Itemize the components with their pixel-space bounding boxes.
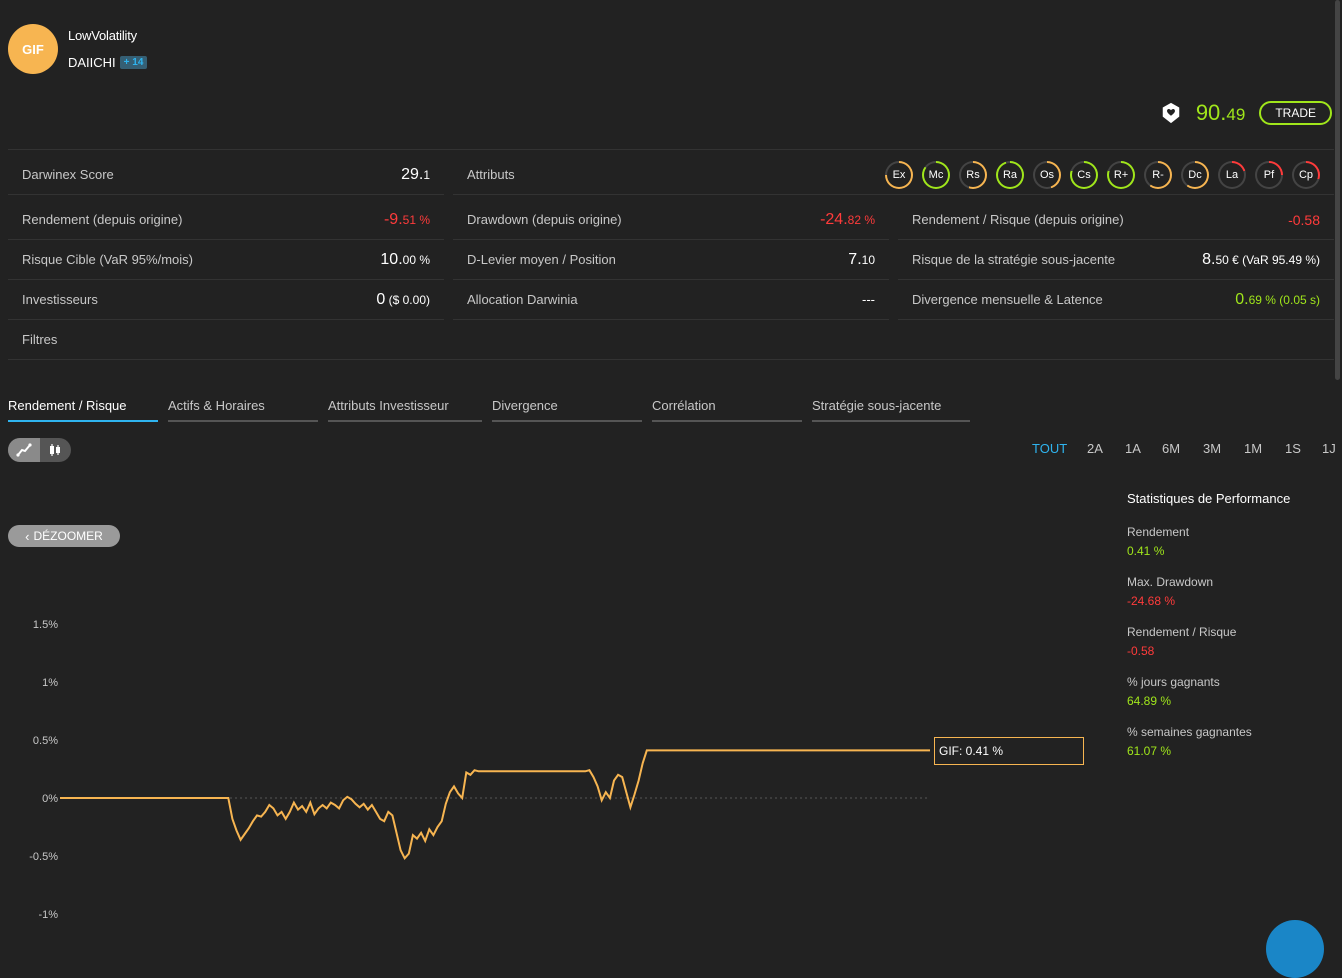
tab-divergence[interactable]: Divergence	[492, 398, 642, 422]
y-tick-label: -1%	[38, 909, 58, 921]
stats-title: Statistiques de Performance	[1127, 491, 1291, 506]
return-origin-cell: Rendement (depuis origine) -9.51 %	[8, 200, 444, 240]
metric-value: 10.00 %	[380, 250, 430, 268]
y-tick-label: 0.5%	[33, 735, 58, 747]
chart-type-toggle[interactable]	[8, 438, 71, 462]
darwin-score: 90.49	[1195, 100, 1246, 125]
attributes-list: Ex Mc Rs Ra Os Cs R+ R- Dc La Pf Cp	[885, 160, 1320, 189]
attribute-rplus[interactable]: R+	[1107, 160, 1135, 189]
candlestick-icon[interactable]	[40, 438, 72, 462]
metric-value: 0 ($ 0.00)	[376, 290, 430, 308]
y-tick-label: 1.5%	[33, 619, 58, 631]
metric-label: Darwinex Score	[22, 167, 114, 182]
attribute-ex[interactable]: Ex	[885, 160, 913, 189]
scrollbar-thumb[interactable]	[1335, 0, 1340, 380]
dezoom-label: DÉZOOMER	[33, 529, 103, 543]
y-tick-label: 0%	[42, 793, 58, 805]
metric-label: Risque de la stratégie sous-jacente	[912, 252, 1116, 267]
filters-row[interactable]: Filtres	[8, 320, 1334, 360]
provider-name[interactable]: DAIICHI	[68, 55, 116, 70]
attributes-cell: Attributs Ex Mc Rs Ra Os Cs R+ R- Dc La Pf Cp	[453, 155, 1334, 195]
allocation-cell: Allocation Darwinia ---	[453, 280, 889, 320]
metric-value: 8.50 € (VaR 95.49 %)	[1202, 250, 1320, 268]
y-tick-label: -0.5%	[29, 851, 58, 863]
divergence-cell: Divergence mensuelle & Latence 0.69 % (0…	[898, 280, 1334, 320]
tab-underlying-strategy[interactable]: Stratégie sous-jacente	[812, 398, 970, 422]
metric-label: Drawdown (depuis origine)	[467, 212, 622, 227]
metric-value: 29.1	[401, 165, 430, 183]
line-chart-icon[interactable]	[8, 438, 40, 462]
attribute-os[interactable]: Os	[1033, 160, 1061, 189]
stat-label: % semaines gagnantes	[1127, 725, 1252, 739]
metric-value: ---	[862, 292, 875, 307]
return-risk-cell: Rendement / Risque (depuis origine) -0.5…	[898, 200, 1334, 240]
metric-label: Divergence mensuelle & Latence	[912, 292, 1103, 307]
y-tick-label: 1%	[42, 677, 58, 689]
divider	[8, 149, 1334, 150]
investors-cell: Investisseurs 0 ($ 0.00)	[8, 280, 444, 320]
attribute-mc[interactable]: Mc	[922, 160, 950, 189]
provider-line: DAIICHI + 14	[68, 55, 148, 70]
metric-label: Attributs	[467, 167, 515, 182]
metric-value: -24.82 %	[820, 210, 875, 228]
strategy-avatar: GIF	[8, 24, 58, 74]
drawdown-origin-cell: Drawdown (depuis origine) -24.82 %	[453, 200, 889, 240]
attribute-pf[interactable]: Pf	[1255, 160, 1283, 189]
period-1m[interactable]: 1M	[1244, 441, 1263, 456]
attribute-cs[interactable]: Cs	[1070, 160, 1098, 189]
period-2y[interactable]: 2A	[1087, 441, 1103, 456]
score-area: 90.49 TRADE	[1160, 100, 1332, 126]
period-1y[interactable]: 1A	[1125, 441, 1141, 456]
shield-icon	[1162, 102, 1180, 124]
metric-label: Rendement (depuis origine)	[22, 212, 183, 227]
tab-assets-hours[interactable]: Actifs & Horaires	[168, 398, 318, 422]
chart-tooltip: GIF: 0.41 %	[934, 737, 1084, 765]
underlying-risk-cell: Risque de la stratégie sous-jacente 8.50…	[898, 240, 1334, 280]
attribute-cp[interactable]: Cp	[1292, 160, 1320, 189]
trade-button[interactable]: TRADE	[1259, 101, 1332, 125]
period-6m[interactable]: 6M	[1162, 441, 1181, 456]
metric-value: -0.58	[1288, 211, 1320, 228]
metric-value: -9.51 %	[383, 210, 430, 228]
stat-value: 0.41 %	[1127, 544, 1165, 558]
metric-label: Risque Cible (VaR 95%/mois)	[22, 252, 193, 267]
stat-value: -0.58	[1127, 644, 1155, 658]
series-line-gif	[60, 749, 930, 861]
period-1d[interactable]: 1J	[1322, 441, 1336, 456]
tab-correlation[interactable]: Corrélation	[652, 398, 802, 422]
metric-label: Allocation Darwinia	[467, 292, 578, 307]
strategy-name[interactable]: LowVolatility	[68, 28, 137, 43]
attribute-dc[interactable]: Dc	[1181, 160, 1209, 189]
period-1w[interactable]: 1S	[1285, 441, 1301, 456]
chevron-left-icon: ‹	[25, 528, 30, 544]
leverage-cell: D-Levier moyen / Position 7.10	[453, 240, 889, 280]
period-all[interactable]: TOUT	[1032, 441, 1068, 456]
stat-value: 61.07 %	[1127, 744, 1172, 758]
attribute-rminus[interactable]: R-	[1144, 160, 1172, 189]
attribute-rs[interactable]: Rs	[959, 160, 987, 189]
tab-return-risk[interactable]: Rendement / Risque	[8, 398, 158, 422]
stat-label: Rendement / Risque	[1127, 625, 1237, 639]
stat-value: 64.89 %	[1127, 694, 1172, 708]
stat-label: Max. Drawdown	[1127, 575, 1214, 589]
target-risk-cell: Risque Cible (VaR 95%/mois) 10.00 %	[8, 240, 444, 280]
darwinex-score-cell: Darwinex Score 29.1	[8, 155, 444, 195]
metric-label: Investisseurs	[22, 292, 98, 307]
stat-value: -24.68 %	[1127, 594, 1176, 608]
period-3m[interactable]: 3M	[1203, 441, 1222, 456]
metric-label: D-Levier moyen / Position	[467, 252, 616, 267]
provider-count-badge[interactable]: + 14	[119, 56, 148, 69]
dezoom-button[interactable]: ‹ DÉZOOMER	[8, 525, 120, 547]
attribute-la[interactable]: La	[1218, 160, 1246, 189]
help-chat-icon[interactable]	[1266, 920, 1324, 978]
metric-label: Rendement / Risque (depuis origine)	[912, 212, 1124, 227]
metric-value: 7.10	[848, 250, 875, 268]
stat-label: Rendement	[1127, 525, 1190, 539]
metric-value: 0.69 % (0.05 s)	[1235, 290, 1320, 308]
attribute-ra[interactable]: Ra	[996, 160, 1024, 189]
filters-label[interactable]: Filtres	[22, 332, 58, 347]
return-line-chart[interactable]: 1.5% 1% 0.5% 0% -0.5% -1%	[0, 600, 1100, 937]
tab-investor-attributes[interactable]: Attributs Investisseur	[328, 398, 482, 422]
stat-label: % jours gagnants	[1127, 675, 1220, 689]
